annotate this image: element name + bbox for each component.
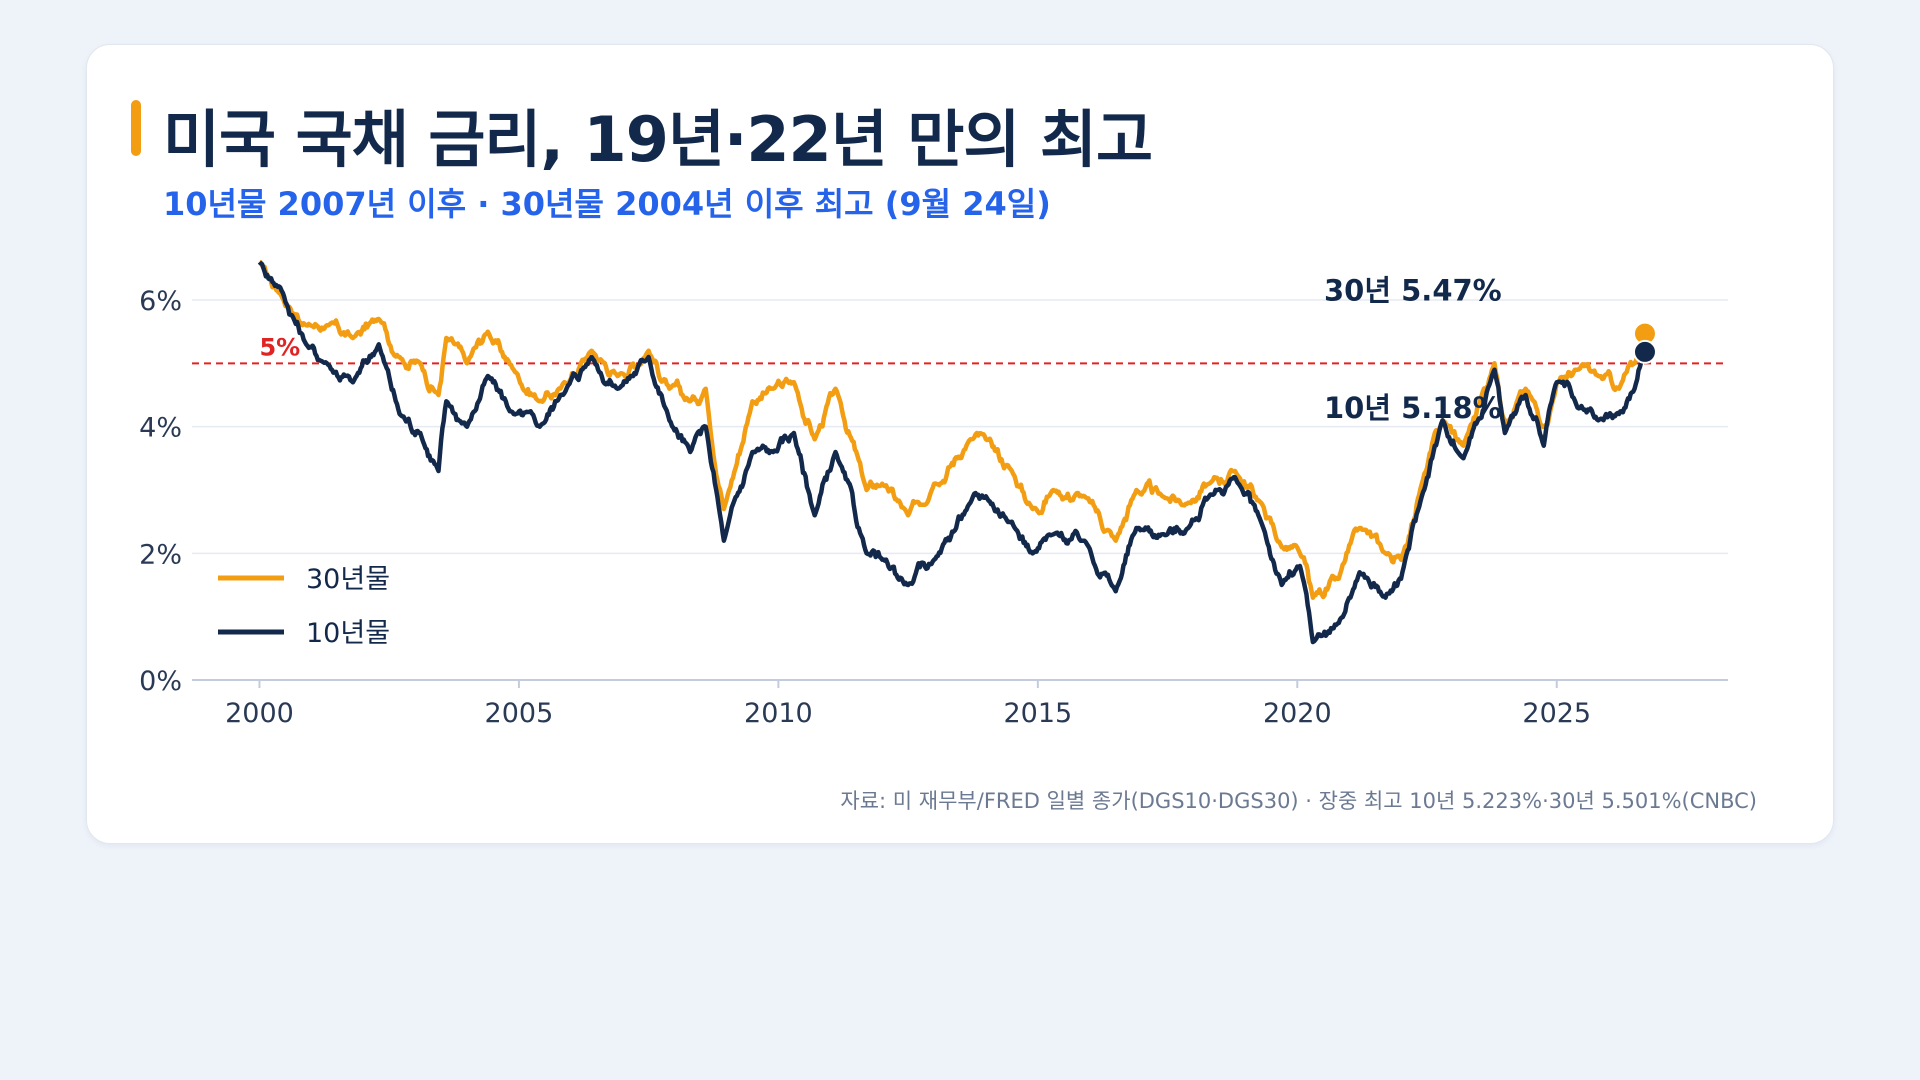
- x-tick-label: 2010: [744, 698, 813, 729]
- series-line-10y: [257, 260, 1648, 645]
- legend-label-10y: 10년물: [306, 618, 390, 649]
- x-tick-label: 2015: [1003, 698, 1072, 729]
- title-accent-bar: [131, 100, 141, 156]
- reference-line-label: 5%: [259, 333, 300, 361]
- legend-label-30y: 30년물: [306, 564, 390, 595]
- x-tick-label: 2025: [1522, 698, 1591, 729]
- page-subtitle: 10년물 2007년 이후 · 30년물 2004년 이후 최고 (9월 24일…: [163, 185, 1051, 223]
- x-tick-label: 2000: [225, 698, 294, 729]
- y-tick-label: 0%: [139, 666, 182, 697]
- x-tick-label: 2020: [1263, 698, 1332, 729]
- annotation-30y: 30년 5.47%: [1324, 274, 1502, 308]
- y-tick-label: 4%: [139, 413, 182, 444]
- source-note: 자료: 미 재무부/FRED 일별 종가(DGS10·DGS30) · 장중 최…: [840, 789, 1757, 813]
- series-line-30y: [258, 259, 1648, 600]
- y-tick-label: 6%: [139, 286, 182, 317]
- endpoint-marker-10y: [1632, 339, 1657, 364]
- annotation-10y: 10년 5.18%: [1324, 391, 1502, 425]
- y-tick-label: 2%: [139, 539, 182, 570]
- page-title: 미국 국채 금리, 19년·22년 만의 최고: [163, 103, 1153, 176]
- x-tick-label: 2005: [485, 698, 554, 729]
